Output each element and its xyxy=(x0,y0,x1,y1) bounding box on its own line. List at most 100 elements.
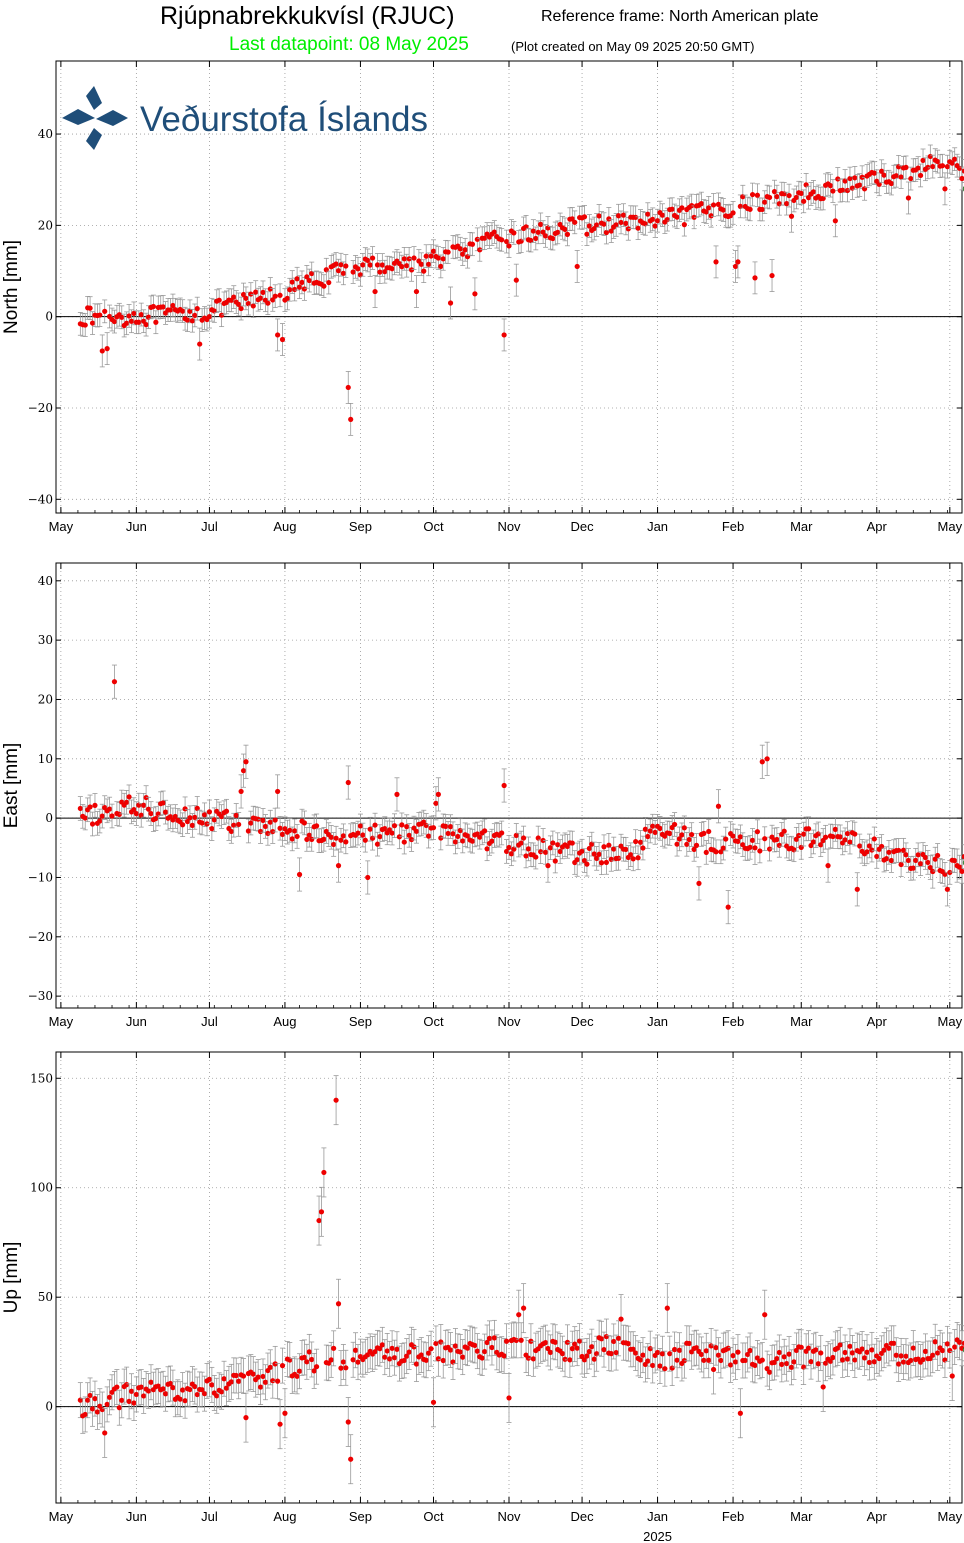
data-point xyxy=(440,256,446,262)
data-point xyxy=(180,308,186,314)
data-point xyxy=(633,838,639,845)
data-point xyxy=(450,831,456,837)
data-point xyxy=(935,158,941,165)
data-point xyxy=(713,259,719,265)
data-point xyxy=(952,156,958,162)
up-panel: 0 50 100 150 May Jun Jul Aug Sep Oct Nov Dec Jan Feb M… xyxy=(1,1051,964,1543)
data-point xyxy=(747,1347,753,1354)
data-point xyxy=(243,759,249,765)
data-point xyxy=(732,1359,739,1365)
data-point xyxy=(698,1351,705,1358)
data-point xyxy=(292,828,298,834)
data-point xyxy=(518,238,524,244)
data-point xyxy=(335,268,342,274)
data-point xyxy=(703,1348,709,1354)
data-point xyxy=(503,848,510,855)
data-point xyxy=(435,255,441,261)
data-point xyxy=(257,828,264,835)
data-point xyxy=(87,804,93,810)
data-point xyxy=(674,214,680,220)
y-tick-label: 100 xyxy=(30,1181,53,1195)
data-point xyxy=(306,832,312,838)
data-point xyxy=(435,791,441,798)
data-point xyxy=(647,1346,653,1352)
data-point xyxy=(630,856,636,862)
data-point xyxy=(908,175,914,182)
data-point xyxy=(170,302,176,309)
data-point xyxy=(126,794,132,800)
y-tick-label: 20 xyxy=(38,218,53,232)
x-tick-label: Jun xyxy=(126,1014,147,1029)
data-point xyxy=(187,308,193,314)
data-point xyxy=(189,822,195,828)
data-point xyxy=(791,847,797,853)
data-point xyxy=(764,756,770,762)
data-point xyxy=(732,263,739,270)
data-point xyxy=(725,1345,731,1351)
data-point xyxy=(788,1364,795,1370)
x-tick-label: Jun xyxy=(126,1509,147,1524)
data-point xyxy=(572,1341,578,1347)
data-point xyxy=(365,257,371,264)
data-point xyxy=(187,1386,193,1393)
data-point xyxy=(406,832,412,838)
data-point xyxy=(693,1345,700,1351)
data-point xyxy=(489,1344,495,1351)
plot-frame xyxy=(55,1051,963,1504)
data-point xyxy=(584,861,590,867)
data-point xyxy=(591,1356,597,1362)
data-point xyxy=(830,1354,836,1361)
data-point xyxy=(813,1347,819,1353)
x-tick-label: Jul xyxy=(201,519,218,534)
data-point xyxy=(472,291,478,297)
data-point xyxy=(810,189,817,195)
data-point xyxy=(681,825,687,831)
data-point xyxy=(888,180,894,187)
data-point xyxy=(228,1379,234,1385)
data-point xyxy=(939,1347,946,1354)
data-point xyxy=(659,212,666,218)
data-point xyxy=(216,297,222,303)
data-point xyxy=(321,836,327,842)
data-point xyxy=(574,857,580,863)
data-point xyxy=(710,1366,717,1373)
chart-header: Rjúpnabrekkukvísl (RJUC) Reference frame… xyxy=(0,0,964,60)
data-point xyxy=(223,808,230,814)
data-point xyxy=(606,216,612,222)
data-point xyxy=(959,175,964,182)
data-point xyxy=(961,168,964,174)
data-point xyxy=(562,1356,568,1362)
data-point xyxy=(197,341,203,347)
x-tick-label: Aug xyxy=(273,1509,296,1524)
data-point xyxy=(676,836,683,842)
data-point xyxy=(447,300,454,306)
data-point xyxy=(236,821,242,828)
data-point xyxy=(111,679,118,685)
data-point xyxy=(370,835,376,841)
y-tick-label: 10 xyxy=(38,752,53,766)
data-point xyxy=(248,820,254,826)
data-point xyxy=(153,815,159,822)
data-point xyxy=(231,822,237,828)
data-point xyxy=(138,812,144,818)
data-point xyxy=(150,303,157,310)
data-point xyxy=(871,170,877,176)
data-point xyxy=(443,823,449,829)
data-point xyxy=(418,261,424,267)
data-point xyxy=(633,1350,639,1356)
data-point xyxy=(233,812,239,818)
data-point xyxy=(659,1351,666,1357)
data-point xyxy=(506,243,512,249)
data-point xyxy=(613,222,619,228)
data-point xyxy=(693,842,700,848)
data-point xyxy=(886,849,892,855)
data-point xyxy=(859,1346,865,1352)
data-point xyxy=(959,1345,964,1351)
x-tick-label: Apr xyxy=(867,519,888,534)
data-point xyxy=(141,1393,147,1399)
data-point xyxy=(584,1353,590,1359)
data-point xyxy=(433,1340,439,1347)
data-point xyxy=(170,1385,176,1391)
data-point xyxy=(245,301,252,307)
data-point xyxy=(338,837,344,843)
